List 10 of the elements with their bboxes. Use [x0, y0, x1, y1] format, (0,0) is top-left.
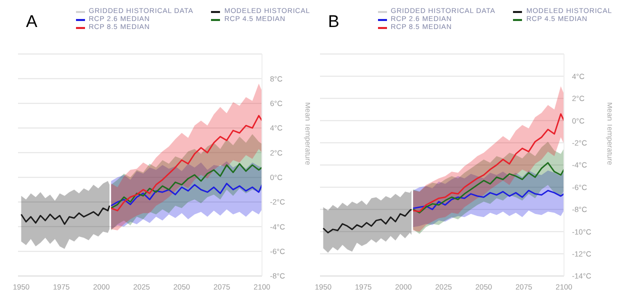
line-series: [412, 162, 564, 214]
chart-title: B: [327, 11, 340, 32]
line-series: [412, 190, 564, 210]
line-series: [322, 208, 412, 234]
line-series: [20, 205, 110, 225]
line-series: [412, 113, 564, 212]
line-series: [110, 182, 262, 206]
line-series: [110, 114, 262, 212]
line-series: [110, 163, 262, 209]
chart-title: A: [25, 11, 38, 32]
